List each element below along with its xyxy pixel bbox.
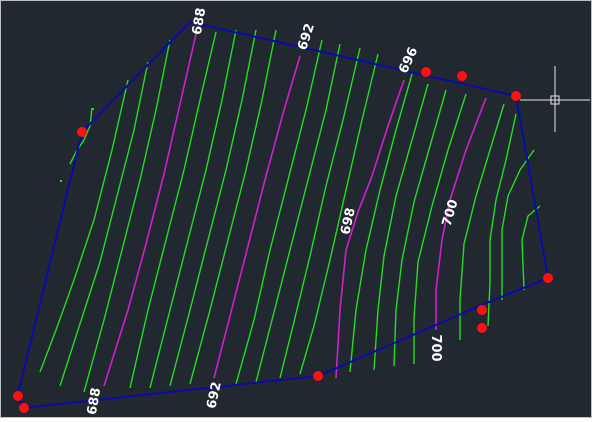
contour-label-698-mid: 698 — [338, 206, 358, 236]
contour-line[interactable] — [69, 107, 93, 165]
contour-line[interactable] — [349, 73, 413, 373]
vertex-grip-marker[interactable] — [77, 127, 87, 137]
contour-line[interactable] — [279, 47, 361, 379]
minor-contours-layer — [39, 29, 541, 393]
vertex-grip-marker[interactable] — [477, 305, 487, 315]
contour-line[interactable] — [487, 113, 517, 327]
vertex-grip-marker[interactable] — [421, 67, 431, 77]
contour-line[interactable] — [393, 89, 447, 367]
vertex-grip-marker[interactable] — [543, 273, 553, 283]
major-contours-layer — [103, 33, 487, 387]
contour-line[interactable] — [129, 31, 217, 389]
contour-line[interactable] — [169, 29, 257, 387]
vertex-grip-marker[interactable] — [477, 323, 487, 333]
major-contour-700[interactable] — [435, 97, 487, 330]
point-mark — [92, 108, 94, 110]
crosshair-cursor-icon — [520, 66, 590, 132]
contour-line[interactable] — [373, 83, 429, 371]
vertex-grip-marker[interactable] — [457, 71, 467, 81]
vertex-grip-marker[interactable] — [511, 91, 521, 101]
contour-line[interactable] — [413, 93, 467, 364]
vertex-grip-marker[interactable] — [313, 371, 323, 381]
contour-label-692-bottom: 692 — [204, 380, 224, 410]
contour-line[interactable] — [459, 103, 505, 340]
contour-label-700-bottom: 700 — [428, 334, 443, 361]
contour-line[interactable] — [39, 79, 129, 373]
major-contour-696[interactable] — [335, 79, 405, 379]
contour-label-700-mid: 700 — [440, 198, 462, 228]
contour-line[interactable] — [59, 61, 149, 387]
contour-line[interactable] — [189, 29, 277, 385]
vertex-grip-marker[interactable] — [13, 391, 23, 401]
major-contour-692[interactable] — [213, 55, 301, 379]
major-contour-688[interactable] — [103, 33, 197, 387]
point-marks — [60, 108, 94, 182]
point-mark — [60, 180, 62, 182]
contour-line[interactable] — [235, 39, 323, 385]
contour-label-688-top: 688 — [190, 7, 209, 36]
contour-line[interactable] — [521, 205, 541, 291]
contour-line[interactable] — [501, 149, 535, 300]
contour-line[interactable] — [83, 39, 171, 393]
contour-label-688-bottom: 688 — [85, 387, 104, 416]
contour-line[interactable] — [255, 43, 341, 383]
contour-line[interactable] — [149, 29, 237, 389]
contour-line[interactable] — [299, 53, 379, 375]
vertex-grips-layer — [13, 67, 553, 413]
vertex-grip-marker[interactable] — [19, 403, 29, 413]
